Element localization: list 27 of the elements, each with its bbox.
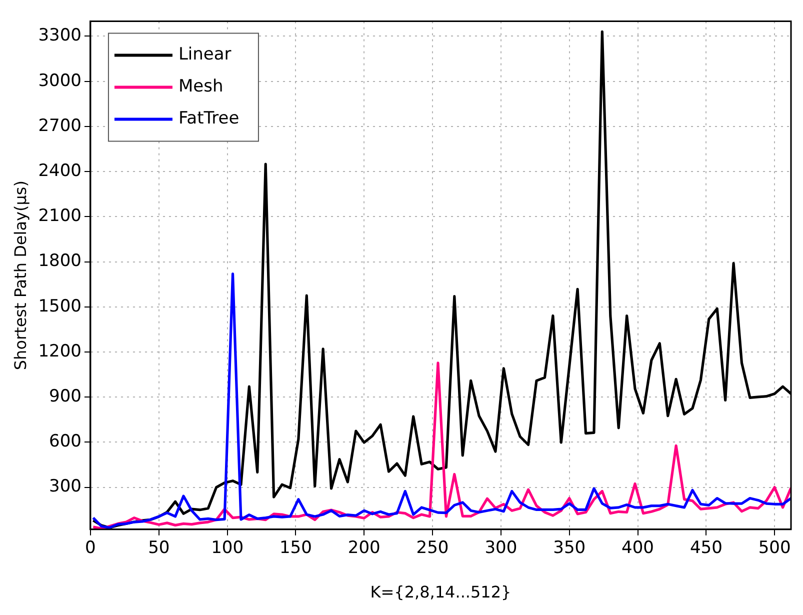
legend-label: Linear [178, 44, 232, 65]
x-axis-title: K={2,8,14...512} [370, 582, 512, 602]
y-tick-label: 1500 [38, 296, 82, 316]
y-tick-label: 1200 [38, 341, 82, 362]
y-axis-title: Shortest Path Delay(μs) [10, 180, 30, 370]
x-tick-label: 400 [622, 538, 654, 558]
x-tick-label: 150 [279, 538, 312, 558]
x-tick-label: 350 [553, 538, 586, 558]
legend-label: FatTree [178, 108, 240, 129]
x-tick-label: 100 [211, 538, 244, 558]
x-tick-label: 250 [416, 538, 449, 558]
x-tick-label: 0 [85, 538, 96, 558]
y-tick-label: 300 [49, 476, 82, 497]
legend-label: Mesh [178, 76, 224, 97]
y-tick-label: 2100 [38, 206, 82, 226]
y-tick-label: 1800 [38, 251, 82, 272]
x-tick-label: 500 [758, 538, 791, 558]
y-tick-label: 900 [49, 386, 82, 407]
x-tick-label: 50 [148, 538, 170, 558]
x-tick-label: 300 [484, 538, 518, 558]
y-tick-label: 3000 [38, 70, 82, 91]
y-tick-label: 2700 [38, 116, 82, 136]
y-tick-label: 2400 [38, 160, 82, 181]
y-tick-label: 3300 [38, 26, 82, 46]
x-tick-label: 450 [690, 538, 722, 558]
x-tick-label: 200 [348, 538, 380, 558]
y-tick-label: 600 [49, 432, 82, 452]
